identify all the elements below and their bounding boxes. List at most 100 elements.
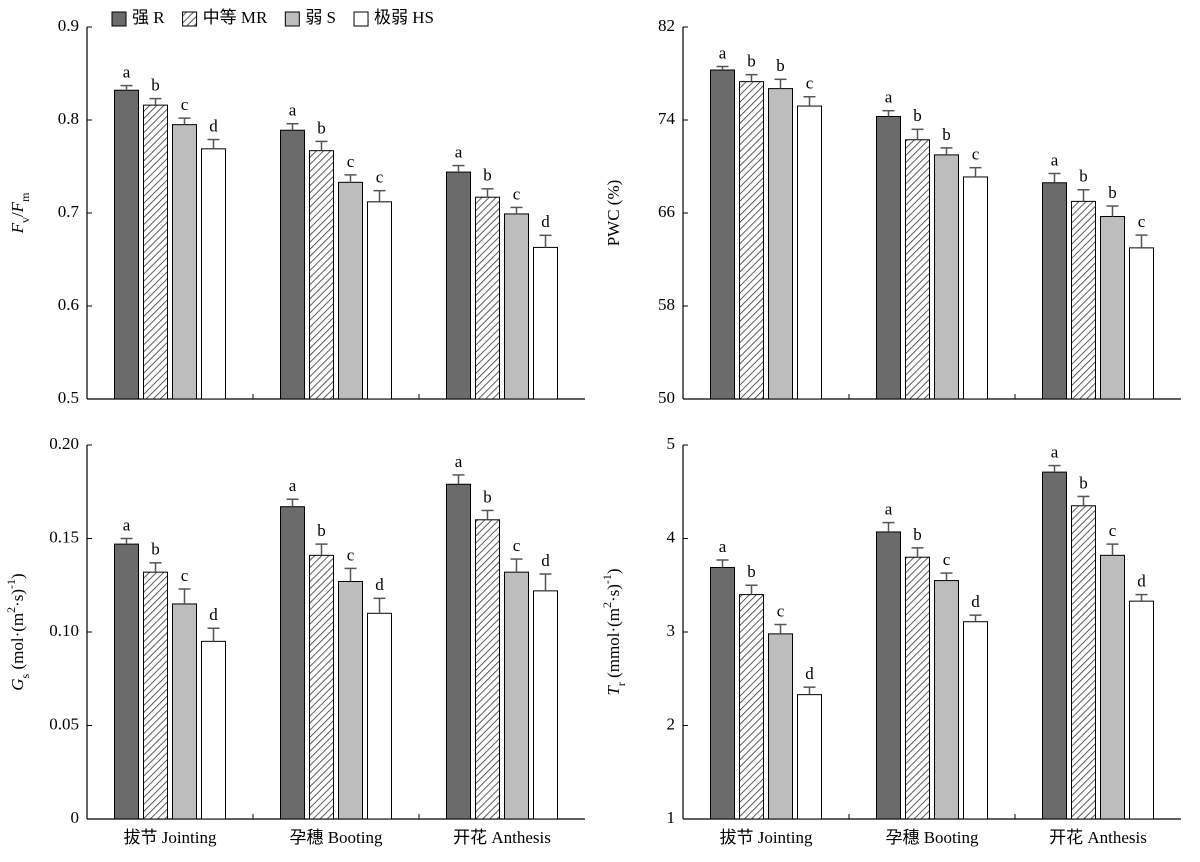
significance-letter: b [317, 118, 326, 137]
error-bar [1106, 543, 1119, 556]
y-label-part: ) [604, 568, 623, 574]
bar [797, 105, 822, 400]
x-tick-label: 拔节 Jointing [719, 828, 813, 847]
bar [114, 89, 139, 400]
significance-letter: a [123, 515, 131, 534]
significance-letter: c [513, 184, 521, 203]
significance-letter: a [885, 88, 893, 107]
y-label-part: s [18, 673, 32, 678]
error-bar [286, 498, 299, 507]
legend-label: 中等 MR [203, 8, 268, 27]
significance-letter: b [1079, 473, 1088, 492]
y-tick-label: 0.20 [49, 434, 79, 453]
error-bar [178, 588, 191, 604]
y-label-part: v [18, 217, 32, 223]
bar [475, 196, 500, 400]
legend-label: 弱 S [305, 8, 336, 27]
y-tick-label: 0.5 [58, 388, 79, 407]
significance-letter: a [455, 142, 463, 161]
y-tick-label: 74 [658, 109, 676, 128]
bar [367, 612, 392, 820]
bar [1100, 215, 1125, 400]
bar [905, 556, 930, 820]
bar [963, 176, 988, 400]
x-tick-label: 孕穗 Booting [289, 828, 383, 847]
significance-letter: c [181, 566, 189, 585]
bar [201, 640, 226, 820]
significance-letter: c [347, 545, 355, 564]
bar [114, 543, 139, 820]
error-bar [1106, 205, 1119, 217]
bar [533, 246, 558, 400]
error-bar [510, 206, 523, 214]
legend-swatch [284, 11, 300, 27]
y-label-part: PWC (%) [604, 180, 623, 247]
error-bar [1135, 593, 1148, 602]
y-label-part: ·s) [604, 584, 623, 602]
significance-letter: b [913, 525, 922, 544]
error-bar [452, 164, 465, 173]
bar [280, 506, 305, 820]
y-tick-label: 66 [658, 202, 675, 221]
y-axis-label: Gs (mol·(m2·s)-1) [4, 573, 32, 690]
significance-letter: c [376, 168, 384, 187]
bar [504, 213, 529, 400]
legend-swatch [111, 11, 127, 27]
bar [934, 154, 959, 400]
error-bar [120, 537, 133, 545]
y-label-part: 2 [4, 607, 18, 613]
y-label-part: ) [8, 573, 27, 579]
y-label-part: G [8, 678, 27, 690]
bar [504, 571, 529, 820]
significance-letter: b [317, 521, 326, 540]
error-bar [120, 84, 133, 91]
y-tick-label: 4 [667, 527, 676, 546]
error-bar [481, 188, 494, 198]
significance-letter: a [123, 62, 131, 81]
error-bar [481, 509, 494, 520]
significance-letter: c [1138, 212, 1146, 231]
y-tick-label: 1 [667, 808, 676, 827]
significance-letter: c [1109, 521, 1117, 540]
bar [710, 566, 735, 820]
y-label-part: -1 [4, 579, 18, 589]
error-bar [373, 189, 386, 202]
y-label-part: -1 [600, 574, 614, 584]
bar [172, 603, 197, 820]
bar [201, 148, 226, 400]
significance-letter: d [375, 575, 384, 594]
y-label-part: r [614, 682, 628, 686]
significance-letter: d [805, 664, 814, 683]
error-bar [178, 117, 191, 125]
significance-letter: a [719, 43, 727, 62]
significance-letter: b [151, 540, 160, 559]
x-tick-label: 开花 Anthesis [1049, 828, 1147, 847]
bar [1129, 600, 1154, 820]
error-bar [286, 122, 299, 131]
significance-letter: b [483, 166, 492, 185]
x-tick-label: 拔节 Jointing [123, 828, 217, 847]
error-bar [373, 597, 386, 614]
error-bar [911, 547, 924, 558]
significance-letter: c [972, 145, 980, 164]
error-bar [774, 78, 787, 89]
error-bar [1077, 189, 1090, 202]
significance-letter: b [747, 562, 756, 581]
x-tick-label: 孕穗 Booting [885, 828, 979, 847]
y-tick-label: 5 [667, 434, 676, 453]
error-bar [207, 138, 220, 149]
bar [338, 181, 363, 400]
bar [739, 81, 764, 400]
bar [143, 104, 168, 400]
error-bar [539, 573, 552, 591]
y-label-part: (mmol·(m [604, 608, 623, 682]
bar [1071, 200, 1096, 400]
bar [309, 554, 334, 820]
error-bar [940, 572, 953, 581]
error-bar [911, 128, 924, 140]
significance-letter: a [719, 537, 727, 556]
significance-letter: b [1108, 183, 1117, 202]
y-label-part: / [8, 212, 27, 217]
significance-letter: d [541, 212, 550, 231]
bar [768, 633, 793, 820]
